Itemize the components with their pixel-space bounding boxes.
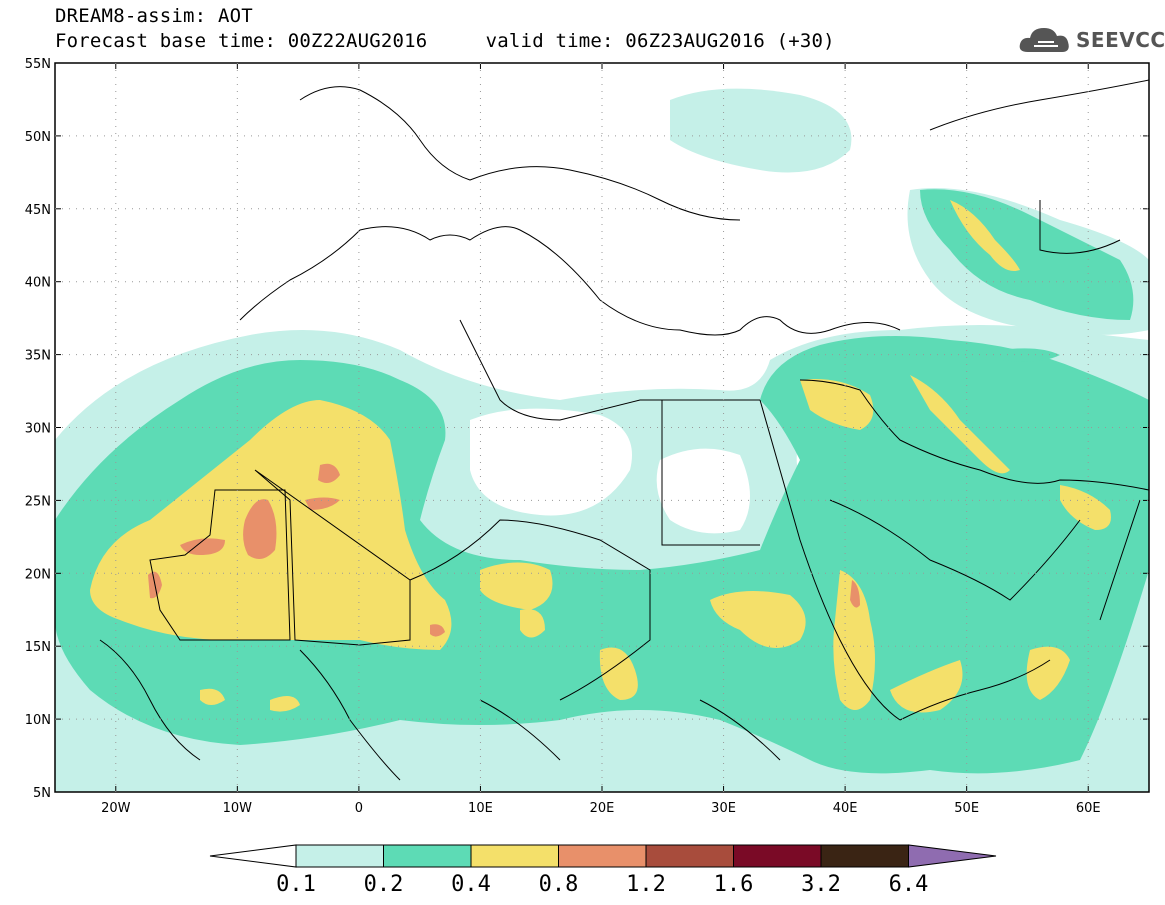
lat-tick-label: 20N <box>25 567 51 582</box>
colorbar-segment <box>383 844 472 868</box>
lon-tick-label: 30E <box>711 801 736 816</box>
map-title: DREAM8-assim: AOT <box>55 5 253 27</box>
lat-tick-label: 45N <box>25 203 51 218</box>
lat-tick-label: 15N <box>25 640 51 655</box>
lat-tick-label: 5N <box>33 786 51 801</box>
longitude-axis: 20W 10W 0 10E 20E 30E 40E 50E 60E <box>101 63 1101 816</box>
lat-tick-label: 35N <box>25 349 51 364</box>
lon-tick-label: 20W <box>101 801 131 816</box>
lat-tick-label: 55N <box>25 57 51 72</box>
lat-tick-label: 25N <box>25 494 51 509</box>
lon-tick-label: 20E <box>590 801 615 816</box>
lon-tick-label: 0 <box>355 801 363 816</box>
colorbar-segment <box>820 844 909 868</box>
cloud-logo-icon <box>1019 28 1069 52</box>
lat-tick-label: 30N <box>25 422 51 437</box>
colorbar-label: 1.2 <box>626 872 666 897</box>
lon-tick-label: 10E <box>468 801 493 816</box>
colorbar-label: 6.4 <box>889 872 929 897</box>
colorbar-low-arrow <box>209 844 297 868</box>
lon-tick-label: 40E <box>833 801 858 816</box>
colorbar-label: 3.2 <box>801 872 841 897</box>
colorbar-label: 0.4 <box>451 872 491 897</box>
aot-band-0.8 <box>148 463 860 637</box>
colorbar-label: 0.8 <box>539 872 579 897</box>
colorbar-segment <box>645 844 734 868</box>
colorbar-label: 1.6 <box>714 872 754 897</box>
lat-tick-label: 50N <box>25 130 51 145</box>
lon-tick-label: 50E <box>954 801 979 816</box>
country-borders <box>99 79 1149 781</box>
colorbar-high-arrow <box>908 844 997 868</box>
brand-name: SEEVCCC <box>1076 28 1165 52</box>
colorbar-segment <box>558 844 647 868</box>
colorbar: 0.1 0.2 0.4 0.8 1.2 1.6 3.2 6.4 <box>209 844 997 897</box>
forecast-time-line: Forecast base time: 00Z22AUG2016 valid t… <box>55 30 835 52</box>
colorbar-label: 0.2 <box>364 872 404 897</box>
lon-tick-label: 60E <box>1076 801 1101 816</box>
lon-tick-label: 10W <box>223 801 253 816</box>
colorbar-label: 0.1 <box>276 872 316 897</box>
colorbar-segment <box>733 844 822 868</box>
brand-logo: SEEVCCC <box>1018 22 1165 56</box>
colorbar-segment <box>295 844 384 868</box>
colorbar-segment <box>470 844 559 868</box>
latitude-axis: 55N 50N 45N 40N 35N 30N 25N 20N 15N 10N 5N <box>25 57 1149 801</box>
lat-tick-label: 10N <box>25 713 51 728</box>
lat-tick-label: 40N <box>25 276 51 291</box>
